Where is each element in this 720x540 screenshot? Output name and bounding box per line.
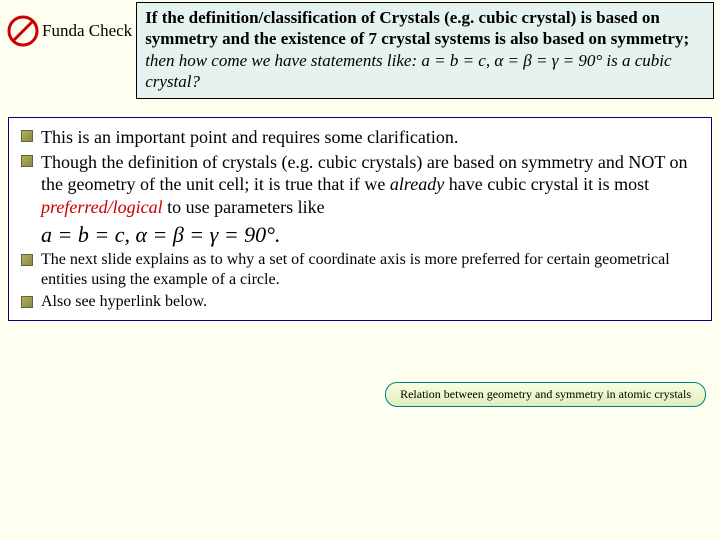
bullet-2-text: Though the definition of crystals (e.g. … xyxy=(41,151,701,219)
question-box: If the definition/classification of Crys… xyxy=(136,2,714,99)
bullet-2: Though the definition of crystals (e.g. … xyxy=(19,151,701,219)
bullet-2-part-b: already xyxy=(390,174,444,194)
bullet-4-text: Also see hyperlink below. xyxy=(41,292,207,312)
bullet-3-text: The next slide explains as to why a set … xyxy=(41,250,701,290)
header-row: Funda Check If the definition/classifica… xyxy=(0,0,720,99)
bullet-icon xyxy=(21,155,33,167)
question-line2b: then how come xyxy=(145,51,247,70)
bullet-3: The next slide explains as to why a set … xyxy=(19,250,701,290)
hyperlink-label: Relation between geometry and symmetry i… xyxy=(400,387,691,401)
bullet-icon xyxy=(21,130,33,142)
bullet-4: Also see hyperlink below. xyxy=(19,292,701,312)
bullet-icon xyxy=(21,254,33,266)
bullet-2-part-d: preferred/logical xyxy=(41,197,163,217)
bullet-icon xyxy=(21,296,33,308)
bullet-2-part-e: to use parameters like xyxy=(163,197,325,217)
hyperlink-box[interactable]: Relation between geometry and symmetry i… xyxy=(385,382,706,407)
bullet-2-part-c: have cubic crystal it is most xyxy=(444,174,649,194)
bullet-1-text: This is an important point and requires … xyxy=(41,126,458,149)
question-line3a: we have statements like: a = b = c, xyxy=(251,51,494,70)
formula-line: a = b = c, α = β = γ = 90°. xyxy=(41,222,701,248)
main-content-box: This is an important point and requires … xyxy=(8,117,712,321)
prohibit-icon xyxy=(6,14,40,48)
bullet-1: This is an important point and requires … xyxy=(19,126,701,149)
question-line2a: and the existence of 7 crystal systems i… xyxy=(222,29,689,48)
funda-check-text: Funda Check xyxy=(42,21,132,41)
funda-check-label: Funda Check xyxy=(6,14,132,48)
